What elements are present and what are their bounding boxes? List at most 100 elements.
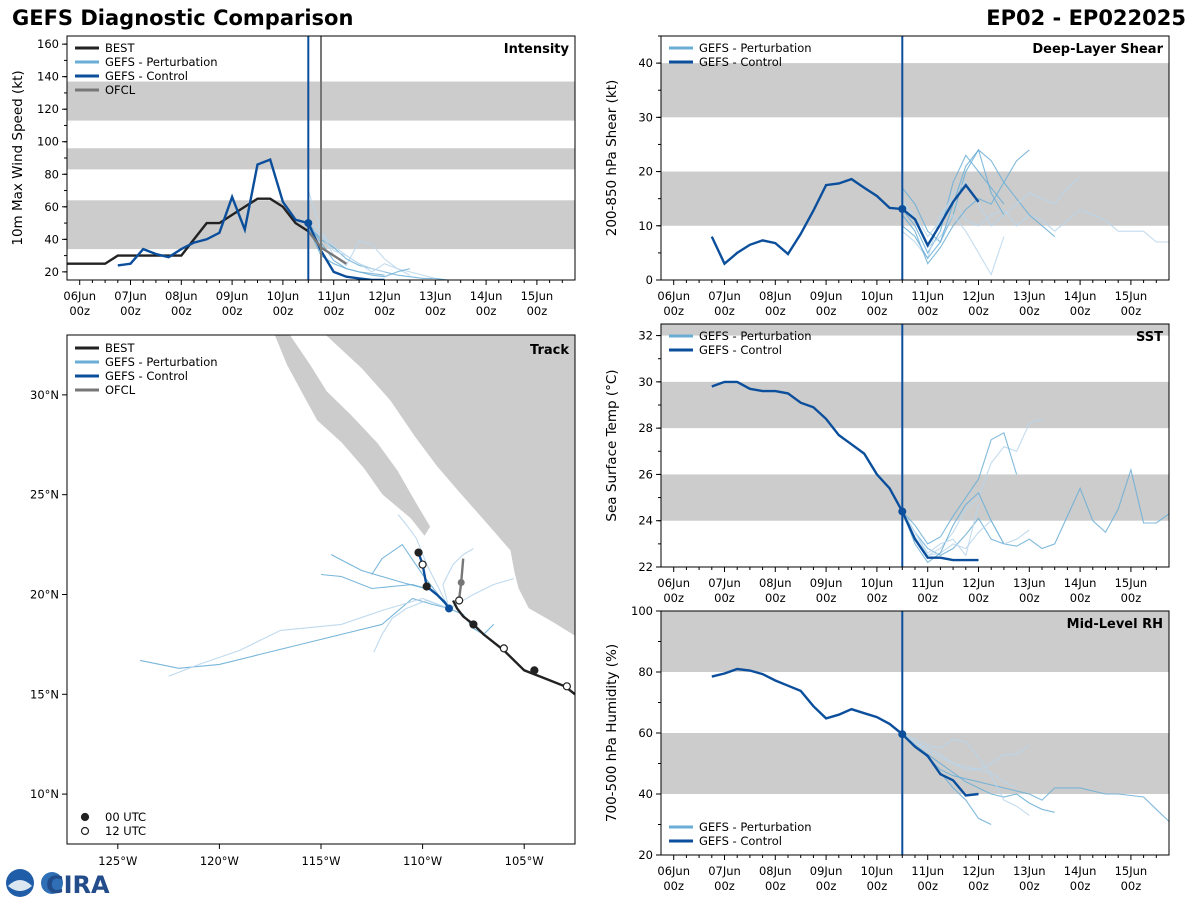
perturbation-line [901, 154, 1005, 255]
x-tick-label-date: 07Jun [114, 289, 147, 303]
y-axis-label: Sea Surface Temp (°C) [604, 369, 620, 521]
x-tick-label: 115°W [301, 854, 340, 868]
x-tick-label-date: 06Jun [657, 576, 690, 590]
x-tick-label-hour: 00z [816, 879, 837, 893]
x-tick-label-hour: 00z [273, 304, 294, 318]
y-axis-label: 700-500 hPa Humidity (%) [604, 644, 620, 822]
x-tick-label-date: 15Jun [1115, 864, 1148, 878]
ofcl-position-marker [457, 579, 465, 587]
x-tick-label-hour: 00z [69, 304, 90, 318]
best-position-marker [469, 620, 478, 629]
x-tick-label-date: 10Jun [861, 864, 894, 878]
y-tick-label: 32 [638, 329, 653, 343]
x-tick-label-date: 06Jun [657, 289, 690, 303]
init-marker [898, 730, 907, 739]
perturbation-line [901, 176, 1081, 238]
x-tick-label-date: 13Jun [1013, 289, 1046, 303]
x-tick-label-hour: 00z [1070, 304, 1091, 318]
x-tick-label-hour: 00z [1019, 879, 1040, 893]
legend-label: GEFS - Perturbation [699, 329, 812, 343]
y-tick-label: 100 [37, 135, 59, 149]
perturbation-line [901, 467, 1169, 557]
threshold-band [661, 611, 1169, 672]
intensity-panel: 2040608010012014016006Jun00z07Jun00z08Ju… [10, 35, 576, 318]
perturbation-line [901, 491, 1005, 564]
threshold-band [661, 63, 1169, 118]
x-tick-label-hour: 00z [968, 879, 989, 893]
threshold-band [661, 324, 1169, 336]
panel-title: Intensity [504, 42, 570, 57]
legend-label: GEFS - Control [699, 343, 782, 357]
logo-text: CIRA [46, 871, 110, 899]
x-tick-label-date: 15Jun [1115, 576, 1148, 590]
perturbation-track [168, 597, 450, 677]
y-tick-label: 30°N [30, 388, 59, 402]
y-tick-label: 24 [638, 514, 653, 528]
storm-id-label: EP02 - EP022025 [986, 6, 1186, 30]
land-shape [273, 335, 432, 538]
y-tick-label: 80 [44, 167, 59, 181]
x-tick-label-date: 06Jun [63, 289, 96, 303]
x-tick-label: 110°W [403, 854, 442, 868]
x-tick-label-hour: 00z [120, 304, 141, 318]
x-tick-label-hour: 00z [714, 879, 735, 893]
x-tick-label-date: 07Jun [708, 289, 741, 303]
x-tick-label-hour: 00z [917, 879, 938, 893]
x-tick-label-hour: 00z [663, 591, 684, 605]
x-tick-label-date: 09Jun [216, 289, 249, 303]
y-tick-label: 30 [638, 110, 653, 124]
x-tick-label-hour: 00z [917, 591, 938, 605]
x-tick-label-hour: 00z [714, 591, 735, 605]
legend-label: BEST [105, 341, 135, 355]
x-tick-label-date: 09Jun [810, 576, 843, 590]
best-position-marker [530, 666, 539, 675]
y-tick-label: 10°N [30, 787, 59, 801]
x-tick-label-hour: 00z [816, 304, 837, 318]
control-line [117, 158, 385, 280]
x-tick-label-date: 10Jun [861, 289, 894, 303]
panel-title: Track [530, 343, 569, 358]
x-tick-label-date: 15Jun [521, 289, 554, 303]
x-tick-label-hour: 00z [663, 879, 684, 893]
x-tick-label-hour: 00z [917, 304, 938, 318]
x-tick-label-hour: 00z [1121, 591, 1142, 605]
marker-legend-label: 00 UTC [105, 810, 146, 824]
x-tick-label-date: 12Jun [962, 576, 995, 590]
x-tick-label-date: 08Jun [759, 289, 792, 303]
threshold-band [661, 474, 1169, 521]
perturbation-track [397, 514, 450, 609]
perturbation-line [307, 225, 436, 279]
legend-label: GEFS - Control [105, 369, 188, 383]
ofcl-track [458, 558, 465, 599]
legend-label: OFCL [105, 383, 136, 397]
y-tick-label: 140 [37, 70, 59, 84]
legend-label: GEFS - Perturbation [105, 355, 218, 369]
perturbation-track [371, 543, 450, 609]
x-tick-label-hour: 00z [968, 591, 989, 605]
legend-label: GEFS - Control [105, 69, 188, 83]
control-position-marker [418, 560, 427, 569]
x-tick-label-date: 14Jun [1064, 576, 1097, 590]
marker-legend-swatch [80, 812, 90, 822]
y-tick-label: 120 [37, 102, 59, 116]
threshold-band [661, 733, 1169, 794]
legend-label: OFCL [105, 83, 136, 97]
best-position-marker [562, 682, 571, 691]
x-tick-label-date: 14Jun [470, 289, 503, 303]
y-tick-label: 0 [646, 273, 653, 287]
perturbation-line [902, 733, 1030, 816]
threshold-band [661, 171, 1169, 226]
y-tick-label: 160 [37, 37, 59, 51]
x-tick-label: 105°W [505, 854, 544, 868]
init-marker [898, 204, 907, 213]
rh-panel: 2040608010006Jun00z07Jun00z08Jun00z09Jun… [604, 604, 1170, 893]
track-panel: 125°W 120°W 115°W 110°W 105°W 10°N 15°N 20°N 25°… [30, 334, 576, 868]
perturbation-line [901, 511, 1030, 557]
x-tick-label-hour: 00z [476, 304, 497, 318]
perturbation-track [373, 599, 450, 653]
perturbation-track [330, 554, 450, 609]
y-tick-label: 26 [638, 467, 653, 481]
figure-title: GEFS Diagnostic Comparison [12, 6, 354, 30]
x-tick-label-hour: 00z [1070, 591, 1091, 605]
